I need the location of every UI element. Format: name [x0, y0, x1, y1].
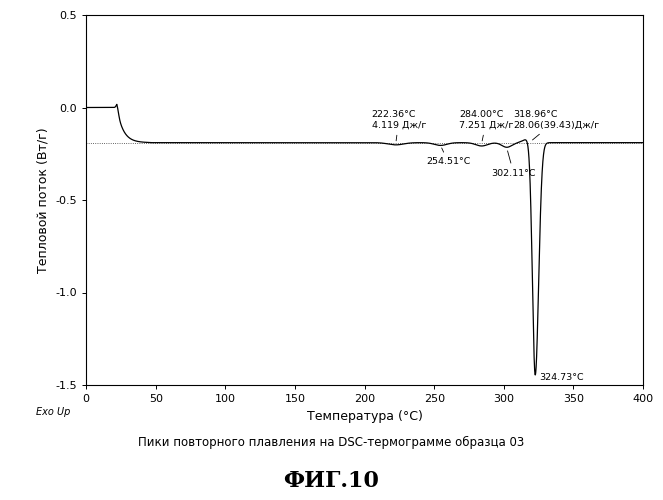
Text: 254.51°C: 254.51°C: [426, 148, 470, 167]
Text: Пики повторного плавления на DSC-термограмме образца 03: Пики повторного плавления на DSC-термогр…: [139, 436, 524, 449]
Text: Exo Up: Exo Up: [36, 407, 70, 417]
Text: 222.36°C
4.119 Дж/г: 222.36°C 4.119 Дж/г: [372, 110, 426, 141]
Text: 302.11°C: 302.11°C: [491, 151, 536, 178]
Text: ФИГ.10: ФИГ.10: [284, 470, 379, 492]
X-axis label: Температура (°C): Температура (°C): [307, 410, 422, 422]
Text: 324.73°C: 324.73°C: [540, 373, 584, 382]
Text: 284.00°C
7.251 Дж/г: 284.00°C 7.251 Дж/г: [459, 110, 514, 141]
Text: 318.96°C
28.06(39.43)Дж/г: 318.96°C 28.06(39.43)Дж/г: [514, 110, 600, 140]
Y-axis label: Тепловой поток (Вт/г): Тепловой поток (Вт/г): [37, 127, 50, 273]
